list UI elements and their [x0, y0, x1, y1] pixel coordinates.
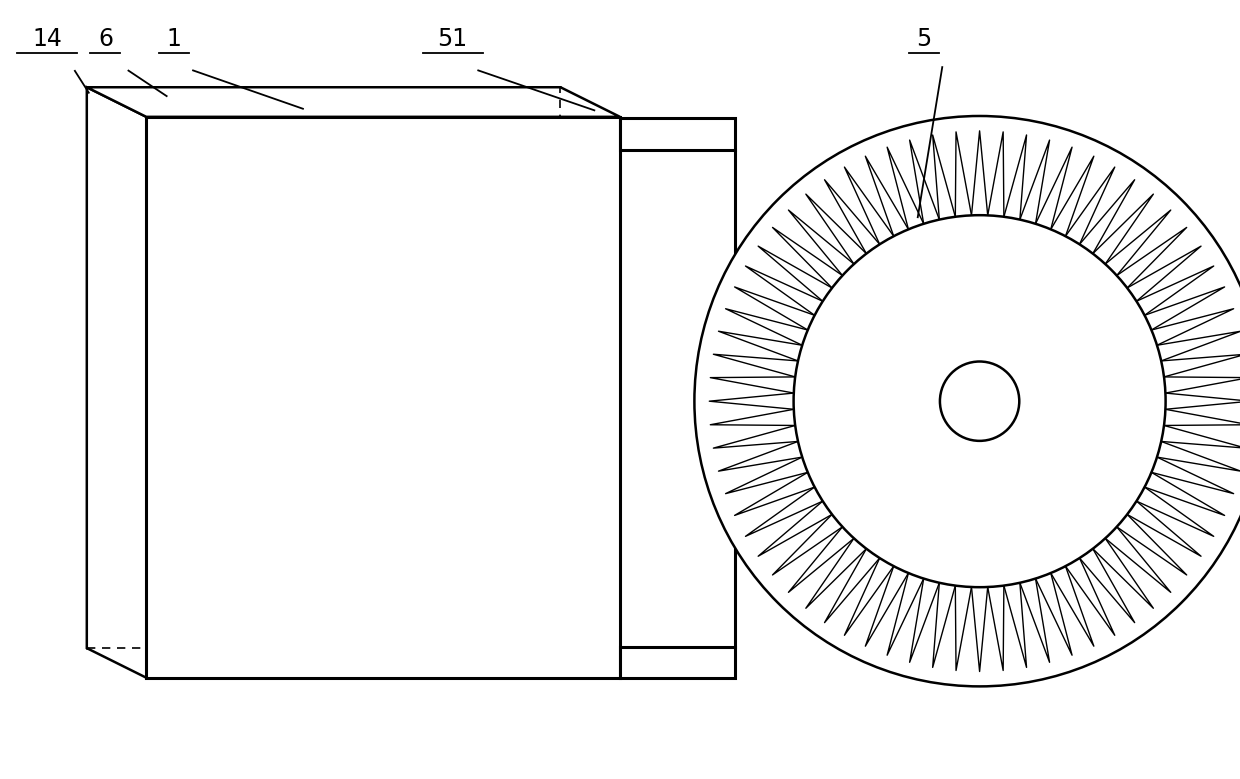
Text: 6: 6 [98, 26, 113, 51]
Bar [620, 647, 735, 678]
Bar [620, 118, 735, 150]
Circle shape [940, 361, 1019, 441]
Text: 5: 5 [916, 26, 931, 51]
Text: 1: 1 [166, 26, 181, 51]
Polygon shape [87, 87, 620, 117]
Bar [146, 117, 620, 678]
Text: 51: 51 [438, 26, 467, 51]
Circle shape [694, 116, 1240, 686]
Circle shape [794, 215, 1166, 587]
Polygon shape [87, 87, 146, 678]
Text: 14: 14 [32, 26, 62, 51]
Bar [87, 87, 560, 648]
